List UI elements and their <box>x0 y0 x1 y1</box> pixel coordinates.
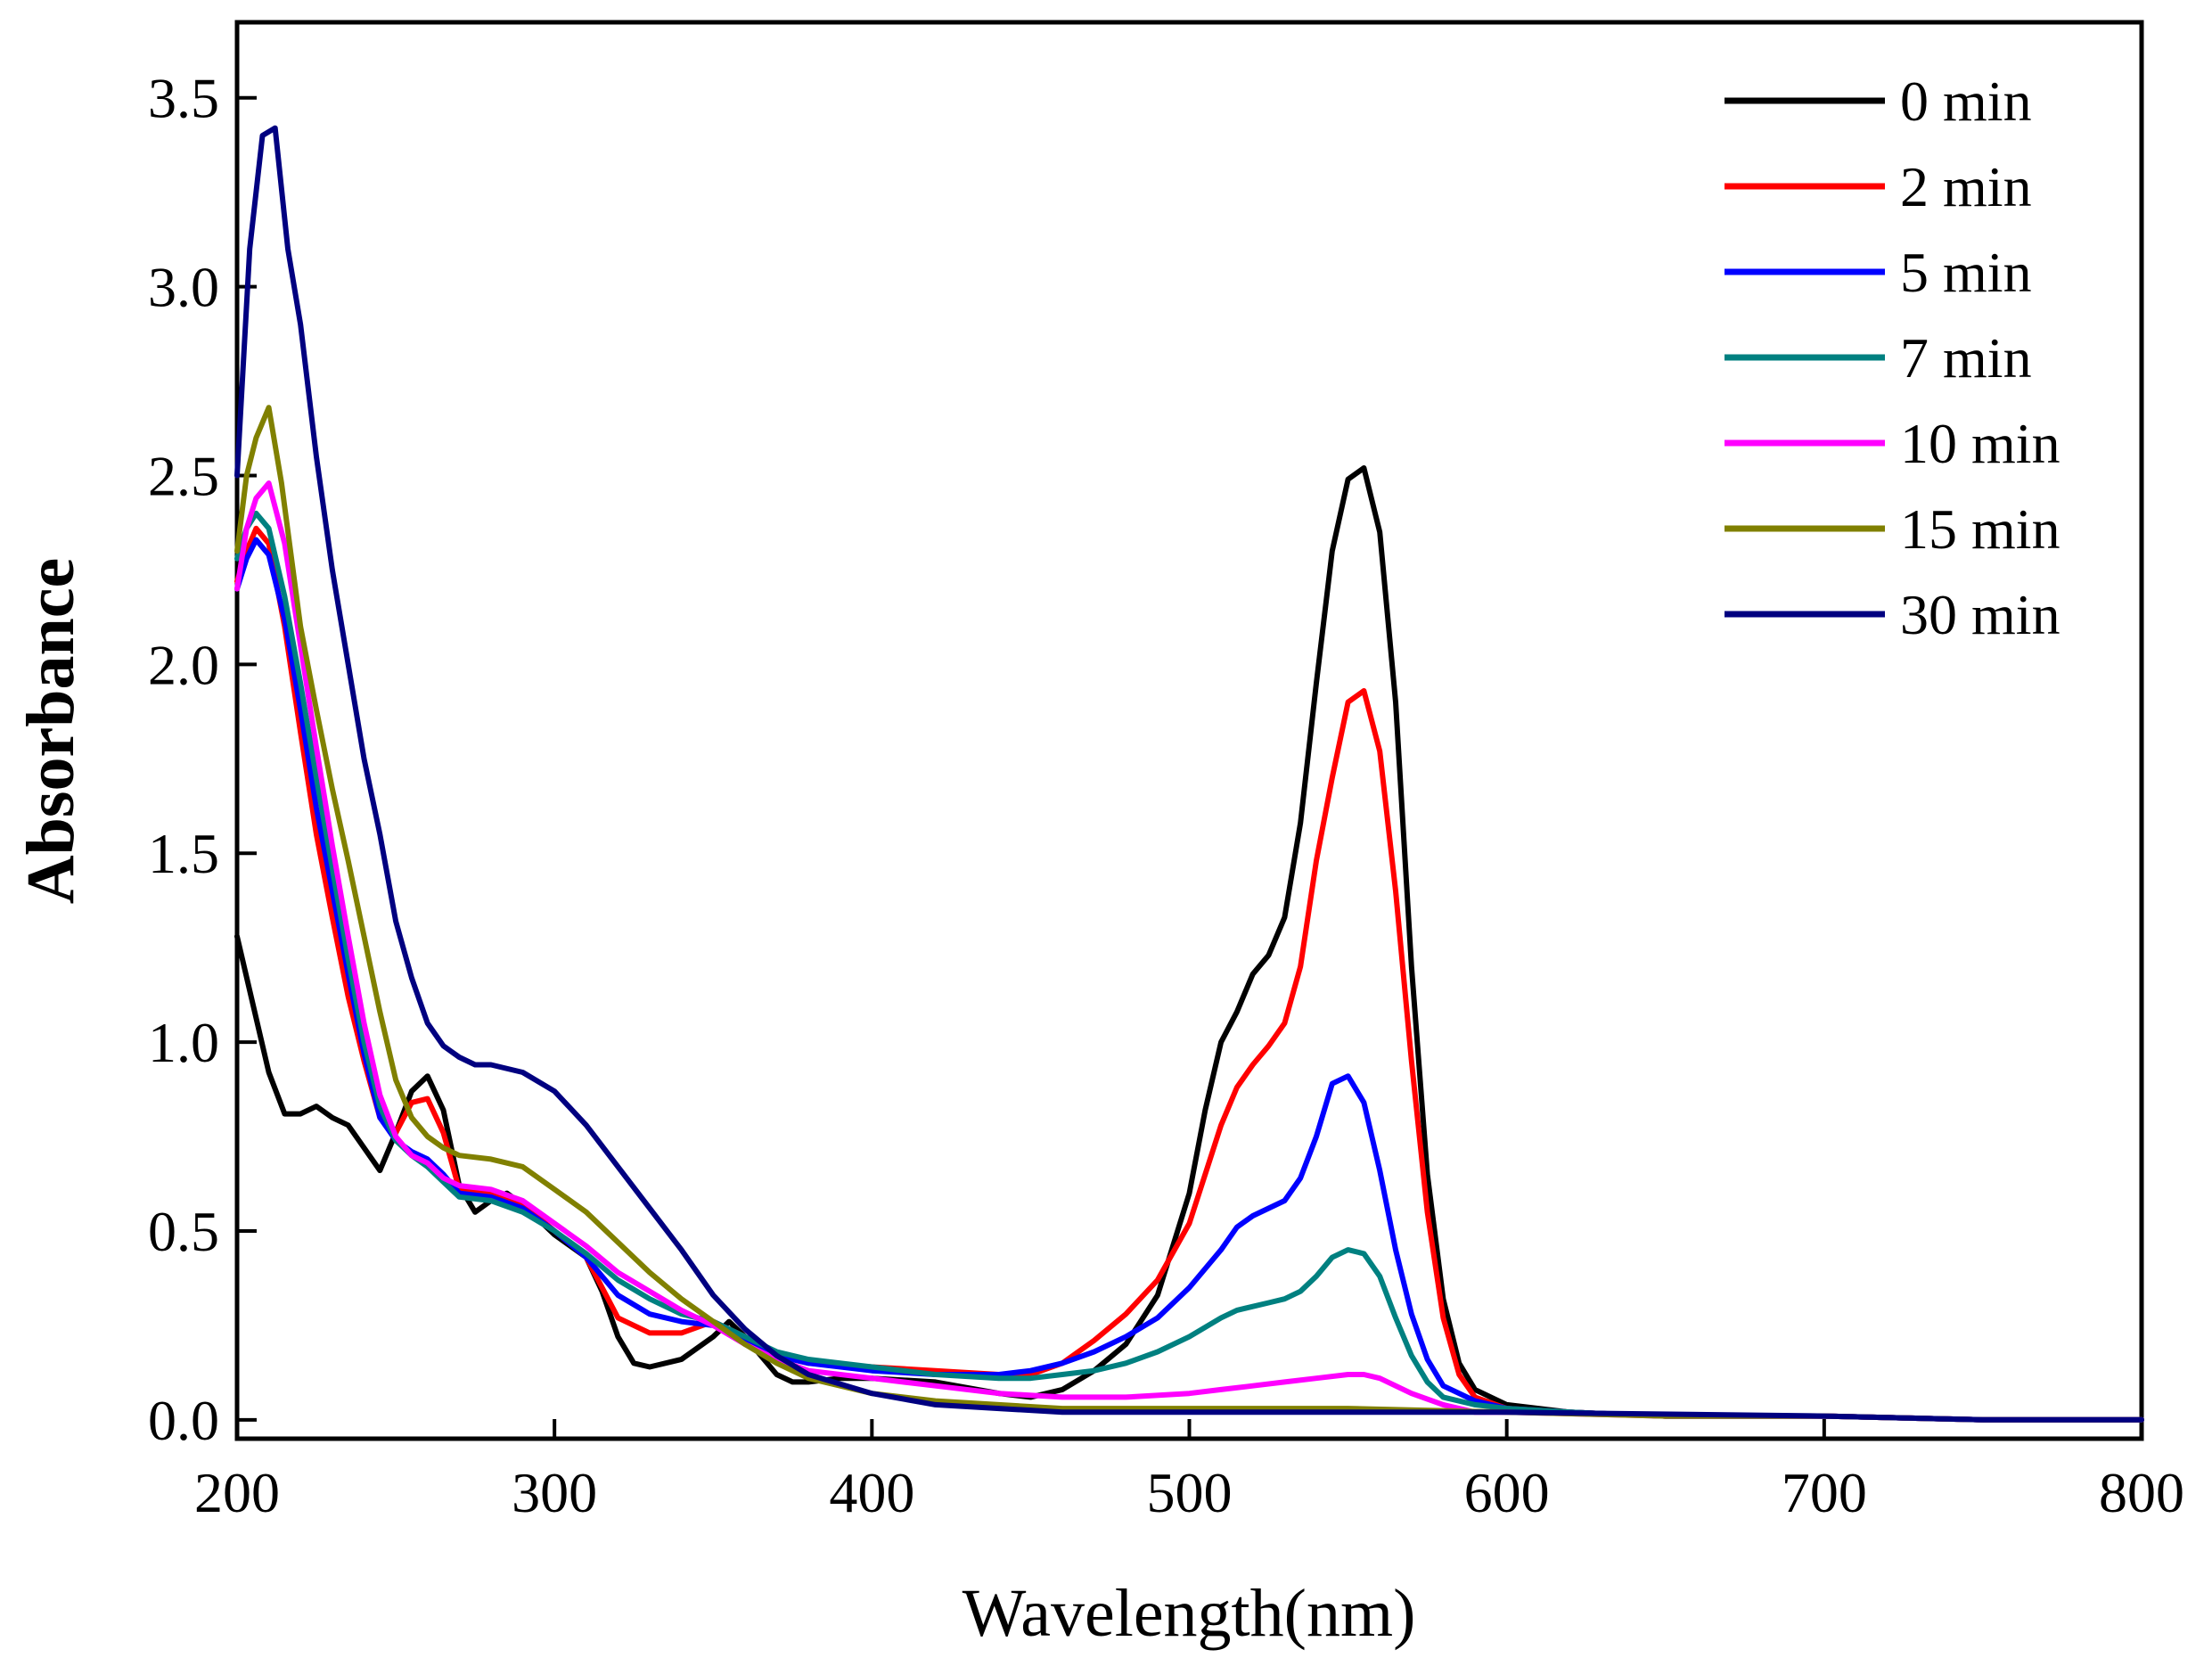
series-line-0-min <box>234 465 2144 1423</box>
x-axis-title: Wavelength(nm) <box>963 1576 1416 1651</box>
y-tick-label: 2.5 <box>148 444 219 507</box>
series-line-7-min <box>234 510 2144 1423</box>
legend-label: 0 min <box>1900 70 2032 133</box>
x-tick-label: 200 <box>194 1461 280 1524</box>
y-axis-ticks: 0.0 0.5 1.0 1.5 2.0 2.5 3.0 3.5 <box>148 67 257 1452</box>
y-tick-label: 0.5 <box>148 1200 219 1263</box>
x-tick-label: 800 <box>2099 1461 2184 1524</box>
y-tick-label: 3.0 <box>148 256 219 319</box>
x-tick-label: 700 <box>1782 1461 1867 1524</box>
legend-label: 10 min <box>1900 412 2060 475</box>
series-line-15-min <box>234 405 2144 1423</box>
y-tick-label: 1.5 <box>148 822 219 885</box>
x-tick-label: 300 <box>512 1461 597 1524</box>
y-axis-title: Absorbance <box>13 558 88 904</box>
legend-label: 2 min <box>1900 155 2032 218</box>
series-lines <box>234 125 2144 1423</box>
legend-label: 15 min <box>1900 497 2060 561</box>
legend-label: 30 min <box>1900 583 2060 646</box>
x-tick-label: 600 <box>1464 1461 1550 1524</box>
y-tick-label: 1.0 <box>148 1011 219 1074</box>
y-tick-label: 0.0 <box>148 1389 219 1452</box>
series-line-30-min <box>234 125 2144 1423</box>
x-tick-label: 400 <box>829 1461 914 1524</box>
x-tick-label: 500 <box>1147 1461 1233 1524</box>
y-tick-label: 3.5 <box>148 67 219 130</box>
legend-label: 5 min <box>1900 241 2032 304</box>
x-axis-ticks: 200 300 400 500 600 700 800 <box>194 1419 2184 1524</box>
legend: 0 min 2 min 5 min 7 min 10 min 15 min 30 min <box>1725 70 2060 646</box>
series-line-5-min <box>234 537 2144 1423</box>
legend-label: 7 min <box>1900 326 2032 390</box>
y-tick-label: 2.0 <box>148 633 219 696</box>
series-line-10-min <box>234 480 2144 1423</box>
